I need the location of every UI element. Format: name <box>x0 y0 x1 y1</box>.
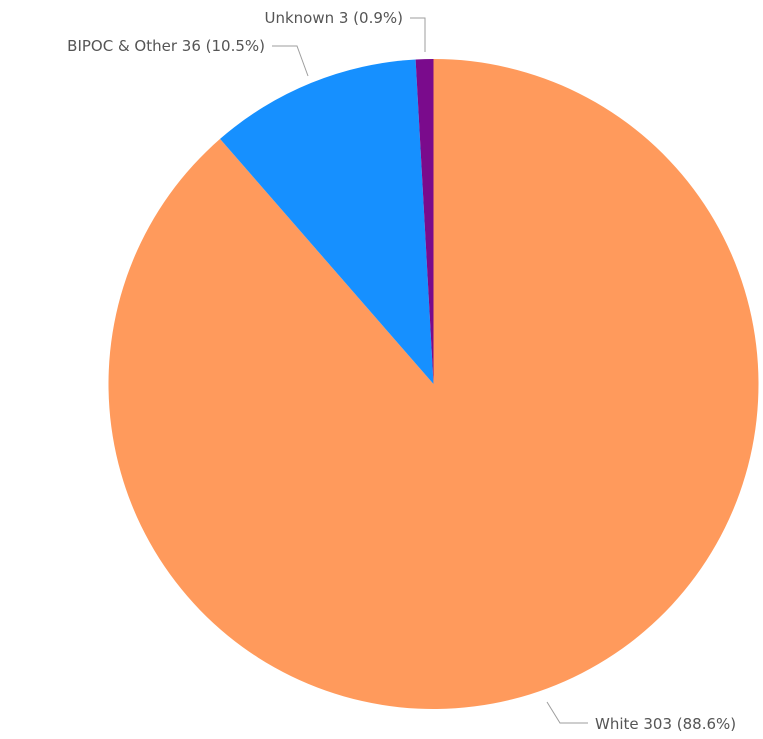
pie-slice-unknown <box>415 59 434 384</box>
pie-slice-white <box>108 59 759 710</box>
label-bipoc-group: BIPOC & Other 36 (10.5%) <box>67 37 309 77</box>
slice-label-bipoc: BIPOC & Other 36 (10.5%) <box>67 37 265 55</box>
slice-label-white: White 303 (88.6%) <box>595 715 736 733</box>
label-unknown-group: Unknown 3 (0.9%) <box>264 9 426 52</box>
leader-line-unknown <box>410 17 426 52</box>
leader-line-bipoc <box>272 45 309 77</box>
slice-label-unknown: Unknown 3 (0.9%) <box>264 9 403 27</box>
label-white-group: White 303 (88.6%) <box>546 701 736 733</box>
leader-line-white <box>546 701 588 724</box>
pie-slices <box>108 59 759 710</box>
pie-slice-bipoc-other <box>220 59 434 385</box>
